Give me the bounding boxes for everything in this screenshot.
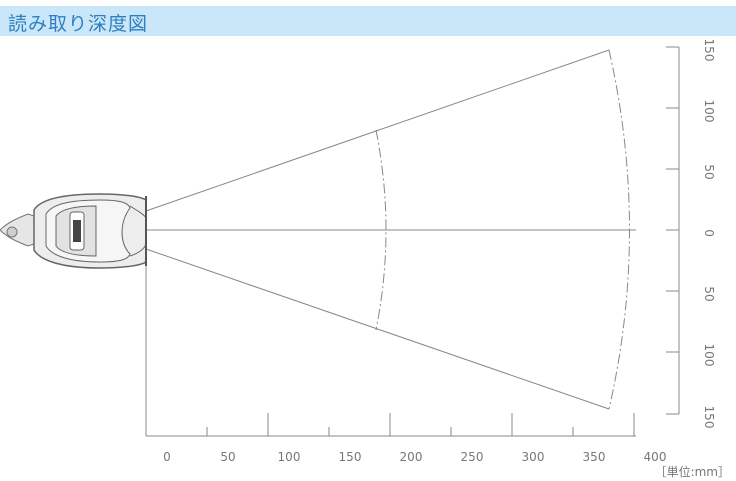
x-tick-label: 200 (400, 450, 423, 464)
y-tick-labels: 150 100 50 0 50 100 150 (702, 39, 716, 429)
x-tick-label: 350 (583, 450, 606, 464)
x-tick-labels: 0 50 100 150 200 250 300 350 400 (163, 450, 666, 464)
y-tick-label: 100 (702, 344, 716, 367)
title-bar: 読み取り深度図 (0, 6, 736, 36)
y-tick-label: 100 (702, 100, 716, 123)
y-tick-label: 150 (702, 406, 716, 429)
y-tick-label: 50 (702, 286, 716, 301)
y-tick-label: 50 (702, 164, 716, 179)
x-tick-label: 250 (461, 450, 484, 464)
y-tick-label: 0 (702, 229, 716, 237)
x-tick-label: 400 (644, 450, 667, 464)
unit-label: ［単位:mm］ (654, 465, 730, 479)
far-range-arc (608, 49, 630, 410)
y-tick-label: 150 (702, 39, 716, 62)
x-tick-label: 150 (339, 450, 362, 464)
upper-field-edge (145, 49, 610, 212)
lower-field-edge (145, 248, 610, 410)
scan-field (145, 49, 636, 410)
barcode-scanner-icon (0, 193, 147, 269)
x-tick-label: 100 (278, 450, 301, 464)
near-range-arc (375, 129, 387, 331)
x-axis (145, 260, 636, 437)
x-tick-label: 0 (163, 450, 171, 464)
x-tick-label: 300 (522, 450, 545, 464)
page-title: 読み取り深度図 (8, 13, 149, 35)
y-axis (666, 46, 680, 415)
x-tick-label: 50 (220, 450, 235, 464)
